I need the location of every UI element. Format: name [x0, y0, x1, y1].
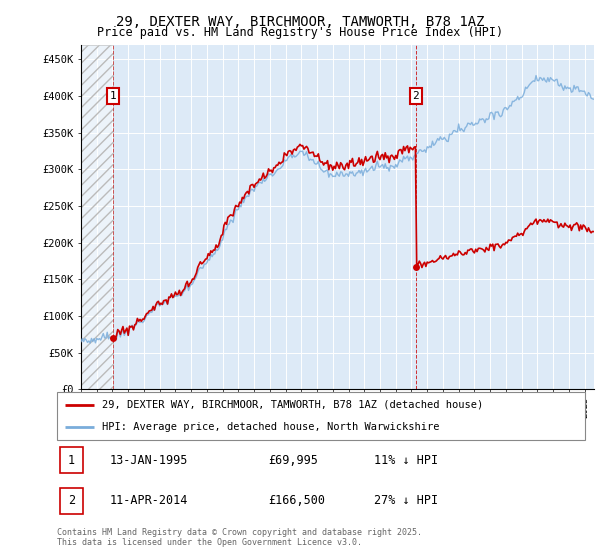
Text: 1: 1	[110, 91, 116, 101]
Text: 29, DEXTER WAY, BIRCHMOOR, TAMWORTH, B78 1AZ: 29, DEXTER WAY, BIRCHMOOR, TAMWORTH, B78…	[116, 15, 484, 29]
Text: 11-APR-2014: 11-APR-2014	[110, 494, 188, 507]
Text: 13-JAN-1995: 13-JAN-1995	[110, 454, 188, 467]
FancyBboxPatch shape	[59, 488, 83, 514]
Text: 29, DEXTER WAY, BIRCHMOOR, TAMWORTH, B78 1AZ (detached house): 29, DEXTER WAY, BIRCHMOOR, TAMWORTH, B78…	[102, 400, 483, 410]
Text: Contains HM Land Registry data © Crown copyright and database right 2025.
This d: Contains HM Land Registry data © Crown c…	[57, 528, 422, 547]
Text: 2: 2	[68, 494, 75, 507]
Bar	[81, 45, 113, 389]
Text: 27% ↓ HPI: 27% ↓ HPI	[374, 494, 438, 507]
Text: Price paid vs. HM Land Registry's House Price Index (HPI): Price paid vs. HM Land Registry's House …	[97, 26, 503, 39]
Text: 11% ↓ HPI: 11% ↓ HPI	[374, 454, 438, 467]
Text: HPI: Average price, detached house, North Warwickshire: HPI: Average price, detached house, Nort…	[102, 422, 439, 432]
Text: 2: 2	[412, 91, 419, 101]
Text: 1: 1	[68, 454, 75, 467]
FancyBboxPatch shape	[59, 447, 83, 473]
Bar	[81, 45, 113, 389]
FancyBboxPatch shape	[57, 392, 585, 440]
Text: £69,995: £69,995	[268, 454, 318, 467]
Text: £166,500: £166,500	[268, 494, 325, 507]
